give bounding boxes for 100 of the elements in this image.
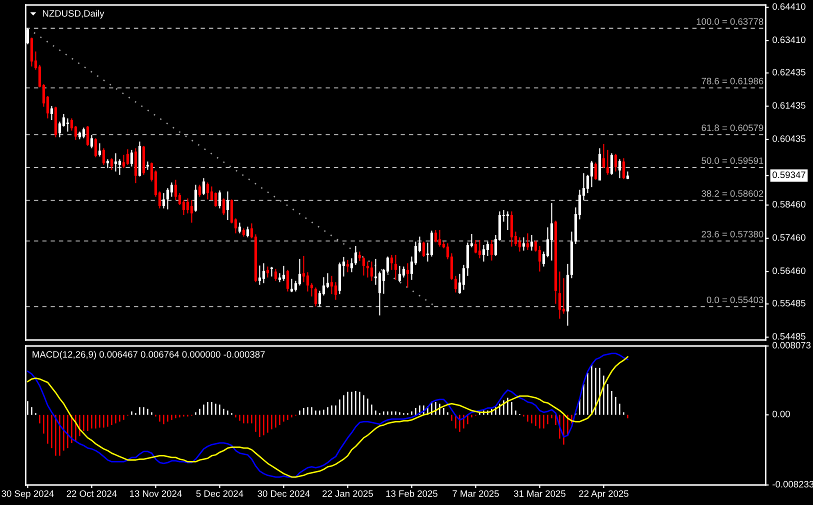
candlestick xyxy=(50,106,53,121)
ref-line-label: 78.6 = 0.61986 xyxy=(702,78,764,84)
x-tick-label: 30 Dec 2024 xyxy=(258,490,310,497)
candlestick xyxy=(398,265,401,283)
candlestick xyxy=(614,153,617,172)
candlestick xyxy=(286,269,289,292)
x-tick-label: 13 Nov 2024 xyxy=(130,490,182,497)
candlestick xyxy=(510,210,513,248)
y-tick-label: 0.60435 xyxy=(772,135,806,142)
candlestick xyxy=(214,192,217,208)
candlestick xyxy=(110,158,113,170)
candlestick xyxy=(330,275,333,295)
candlestick xyxy=(66,118,69,132)
candlestick xyxy=(618,158,621,179)
candlestick xyxy=(354,245,357,266)
candlestick xyxy=(602,143,605,169)
candlestick xyxy=(122,154,125,169)
ref-line-label: 38.2 = 0.58602 xyxy=(702,190,764,197)
candlestick xyxy=(378,271,381,316)
candlestick xyxy=(58,121,61,138)
candlestick xyxy=(198,184,201,198)
candlestick xyxy=(474,239,477,254)
candlestick xyxy=(130,149,133,168)
candlestick xyxy=(274,268,277,282)
candlestick xyxy=(530,234,533,252)
candlestick xyxy=(262,262,265,284)
y-tick-label: 0.008073 xyxy=(772,342,811,348)
candlestick xyxy=(610,152,613,176)
candlestick xyxy=(406,262,409,288)
candlestick xyxy=(306,272,309,292)
candlestick xyxy=(482,244,485,262)
ref-line-label: 50.0 = 0.59591 xyxy=(702,157,764,164)
candlestick xyxy=(222,198,225,216)
candlestick xyxy=(334,282,337,300)
candlestick xyxy=(114,152,117,172)
candlestick xyxy=(434,229,437,243)
candlestick xyxy=(486,241,489,256)
ref-line-label: 61.8 = 0.60579 xyxy=(702,124,764,132)
candlestick xyxy=(590,160,593,188)
x-tick-label: 13 Feb 2025 xyxy=(386,490,438,497)
candlestick xyxy=(206,182,209,200)
candlestick xyxy=(186,198,189,214)
x-tick-label: 22 Jan 2025 xyxy=(322,490,373,497)
candlestick xyxy=(246,226,249,238)
candlestick xyxy=(238,222,241,234)
candlestick xyxy=(394,254,397,280)
candlestick xyxy=(118,158,121,176)
x-tick-label: 5 Dec 2024 xyxy=(196,490,244,497)
candlestick xyxy=(314,286,317,307)
candlestick xyxy=(462,264,465,290)
candlestick xyxy=(370,261,373,282)
candlestick xyxy=(594,162,597,180)
chart-title: NZDUSD,Daily xyxy=(42,10,104,19)
candlestick xyxy=(194,184,197,212)
y-tick-label: 0.64410 xyxy=(772,3,806,10)
candlestick xyxy=(422,241,425,258)
candlestick xyxy=(430,230,433,258)
candlestick xyxy=(282,265,285,282)
candlestick xyxy=(550,202,553,262)
x-tick-label: 7 Mar 2025 xyxy=(452,490,499,497)
candlestick xyxy=(174,179,177,201)
candlestick xyxy=(606,149,609,176)
y-tick-label: 0.61435 xyxy=(772,102,806,109)
candlestick xyxy=(162,192,165,209)
y-tick-label: 0.54485 xyxy=(772,333,806,340)
ref-line-label: 0.0 = 0.55403 xyxy=(706,296,764,304)
candlestick xyxy=(102,148,105,166)
y-tick-label: 0.55485 xyxy=(772,300,806,306)
ref-line-label: 23.6 = 0.57380 xyxy=(702,230,764,238)
candlestick xyxy=(302,255,305,283)
candlestick xyxy=(346,259,349,273)
y-tick-label: 0.00 xyxy=(772,410,790,418)
chart-title: MACD(12,26,9) 0.006467 0.006764 0.000000 -0.000387 xyxy=(32,350,265,360)
candlestick xyxy=(454,275,457,293)
candlestick xyxy=(86,125,89,146)
candlestick xyxy=(362,256,365,276)
y-tick-label: 0.57460 xyxy=(772,234,806,241)
y-tick-label: 0.56460 xyxy=(772,267,806,274)
candlestick xyxy=(166,188,169,210)
candlestick xyxy=(270,266,273,278)
candlestick xyxy=(526,232,529,250)
candlestick xyxy=(170,182,173,198)
candlestick xyxy=(402,266,405,278)
y-tick-label: 0.58460 xyxy=(772,200,806,208)
candlestick xyxy=(190,200,193,224)
candlestick xyxy=(478,239,481,259)
candlestick xyxy=(518,236,521,252)
y-tick-label: 0.62435 xyxy=(772,68,806,76)
candlestick xyxy=(538,245,541,272)
candlestick xyxy=(350,258,353,273)
x-tick-label: 31 Mar 2025 xyxy=(514,490,566,497)
candlestick xyxy=(98,142,101,158)
candlestick xyxy=(558,271,561,320)
candlestick xyxy=(90,134,93,149)
candlestick xyxy=(30,37,33,68)
x-tick-label: 22 Apr 2025 xyxy=(579,490,628,499)
candlestick xyxy=(202,178,205,196)
candlestick xyxy=(126,148,129,166)
candlestick xyxy=(298,258,301,286)
candlestick xyxy=(226,190,229,221)
